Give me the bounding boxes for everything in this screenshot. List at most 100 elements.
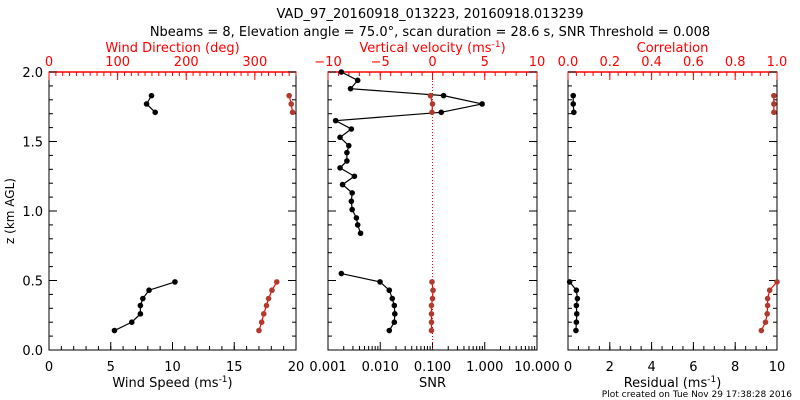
top-tick-label: 0	[428, 55, 436, 70]
top-tick-label: 100	[105, 55, 130, 70]
x-tick-label: 2	[606, 360, 614, 375]
y-tick-label: 0.5	[22, 275, 43, 290]
data-point	[286, 92, 292, 99]
data-point	[148, 92, 155, 99]
data-point	[573, 302, 580, 309]
data-point	[137, 311, 144, 317]
top-tick-label: 300	[242, 55, 267, 70]
x-tick-label: 0.100	[414, 360, 451, 375]
data-point	[289, 109, 296, 116]
x-tick-label: 5	[107, 360, 115, 375]
x-tick-label: 20	[288, 360, 305, 375]
y-axis-label: z (km AGL)	[3, 178, 17, 244]
data-point	[573, 319, 580, 326]
x-tick-label: 8	[731, 360, 739, 375]
data-point	[354, 222, 361, 228]
data-point	[764, 295, 771, 302]
data-point	[389, 295, 396, 302]
data-point	[429, 101, 436, 107]
y-tick-label: 2.0	[22, 66, 43, 81]
plot-frame	[48, 71, 297, 351]
data-point	[774, 279, 780, 285]
data-point	[428, 302, 435, 309]
data-point	[438, 109, 445, 116]
data-point	[428, 311, 435, 317]
data-point	[574, 295, 581, 302]
top-axis-title: Wind Direction (deg)	[105, 41, 239, 56]
data-point	[391, 302, 398, 309]
data-point	[349, 190, 355, 196]
top-tick-label: 0.4	[641, 55, 662, 70]
data-point	[344, 149, 350, 156]
data-point	[269, 287, 275, 294]
data-point	[345, 142, 352, 149]
x-tick-label: 10	[164, 360, 181, 375]
data-point	[256, 327, 262, 334]
data-point	[762, 319, 769, 326]
data-point	[348, 198, 355, 205]
data-point	[771, 101, 777, 107]
data-point	[137, 302, 144, 309]
data-point	[260, 311, 267, 317]
series-line-snr	[333, 71, 483, 234]
bottom-axis-title: SNR	[419, 376, 446, 391]
data-point	[263, 302, 270, 309]
top-tick-label: 0.2	[599, 55, 620, 70]
data-point	[140, 295, 146, 302]
data-point	[429, 295, 436, 302]
data-point	[344, 158, 350, 164]
x-tick-label: 6	[689, 360, 697, 375]
data-point	[573, 287, 580, 294]
x-tick-label: 15	[226, 360, 243, 375]
series-line-snr	[341, 272, 396, 331]
chart-title-line2: Nbeams = 8, Elevation angle = 75.0°, sca…	[150, 25, 710, 40]
data-point	[391, 319, 398, 326]
x-tick-label: 1.000	[466, 360, 503, 375]
bottom-axis-title: Residual (ms-1)	[624, 375, 722, 391]
data-point	[348, 126, 355, 132]
data-point	[440, 92, 447, 99]
data-point	[570, 92, 577, 99]
x-tick-label: 10.000	[514, 360, 560, 375]
data-point	[430, 287, 436, 294]
chart-title-line1: VAD_97_20160918_013223, 20160918.013239	[277, 7, 584, 22]
data-point	[351, 173, 358, 180]
footer-timestamp: Plot created on Tue Nov 29 17:38:28 2016	[602, 390, 792, 400]
top-tick-label: 0.0	[558, 55, 579, 70]
data-point	[427, 92, 434, 99]
data-point	[273, 279, 280, 285]
top-tick-label: −5	[371, 55, 390, 70]
data-point	[338, 270, 345, 277]
data-point	[428, 327, 435, 334]
data-point	[429, 279, 435, 285]
data-point	[771, 109, 777, 116]
panel-2: 0.001 0.010 0.100 1.000 10.000 −10 −5 0 5 10 SNR Ve…	[309, 40, 559, 391]
data-point	[128, 319, 135, 326]
top-tick-label: 1.0	[767, 55, 788, 70]
data-point	[288, 101, 294, 107]
data-point	[764, 302, 771, 309]
x-tick-label: 0.010	[362, 360, 399, 375]
panel-3: 0 2 4 6 8 10 0.0 0.2 0.4 0.6 0.8 1.0 Residual (ms-1)…	[558, 41, 788, 391]
top-axis-title: Correlation	[637, 41, 709, 56]
data-point	[758, 327, 765, 334]
data-point	[479, 101, 485, 107]
top-tick-label: 200	[174, 55, 199, 70]
data-point	[392, 311, 398, 317]
x-tick-label: 10	[769, 360, 786, 375]
x-tick-label: 4	[647, 360, 655, 375]
data-point	[428, 319, 435, 326]
data-point	[386, 327, 393, 334]
data-point	[573, 311, 580, 317]
data-point	[111, 327, 118, 334]
data-point	[771, 92, 777, 99]
data-point	[766, 287, 773, 294]
data-point	[143, 101, 150, 107]
top-tick-label: 0.8	[725, 55, 746, 70]
top-tick-label: 0.6	[683, 55, 704, 70]
x-tick-label: 0.001	[309, 360, 346, 375]
plot-frame	[567, 71, 778, 351]
y-tick-label: 0.0	[22, 344, 43, 359]
